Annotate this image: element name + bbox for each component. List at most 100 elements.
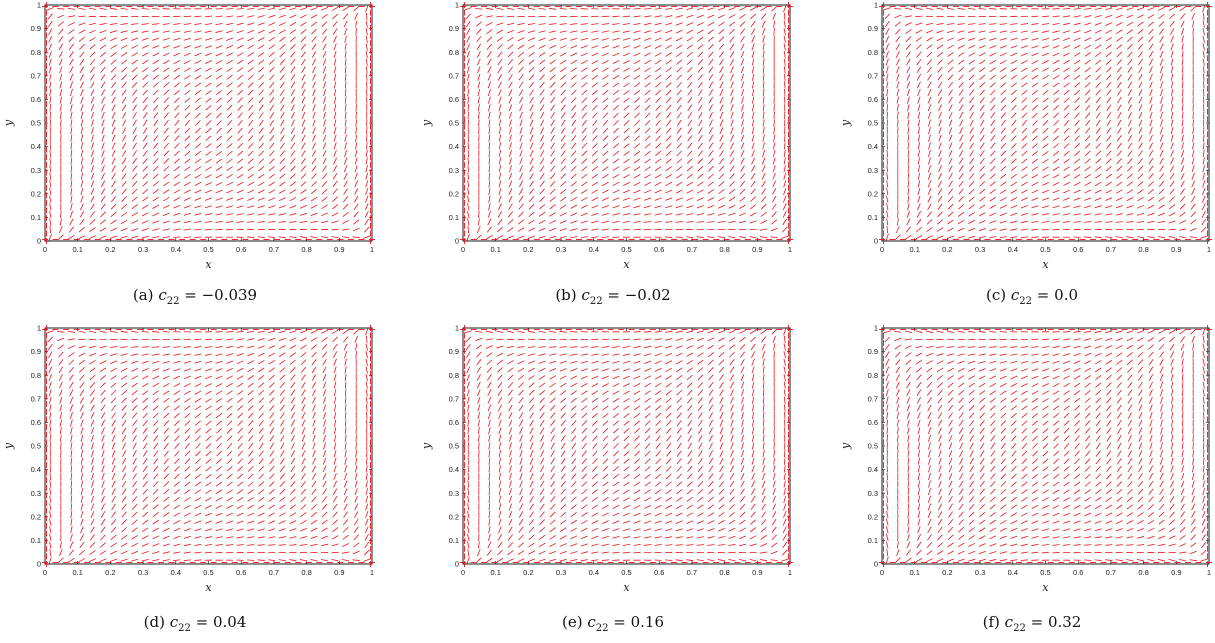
director-segment — [633, 229, 640, 230]
y-tick-label: 0 — [455, 560, 459, 569]
director-segment — [774, 112, 775, 119]
y-tick-label: 0.4 — [449, 142, 459, 151]
y-tick-label: 0.5 — [31, 442, 41, 451]
y-tick-label: 0.2 — [449, 512, 459, 521]
x-tick-label: 0.2 — [523, 245, 533, 254]
director-segment — [468, 226, 469, 233]
y-tick-label: 0.4 — [449, 465, 459, 474]
caption-value: −0.02 — [625, 286, 671, 304]
director-segment — [479, 450, 480, 457]
x-tick-label: 0.1 — [909, 245, 919, 254]
y-axis-label: y — [420, 119, 433, 127]
director-segment — [1193, 28, 1194, 35]
director-segment — [194, 339, 201, 340]
x-tick-label: 0.6 — [236, 568, 246, 577]
director-segment — [356, 435, 357, 442]
x-tick-label: 0.2 — [105, 245, 115, 254]
y-tick-label: 0.9 — [31, 24, 41, 33]
caption-equals: = — [196, 613, 209, 631]
director-segment — [61, 127, 62, 134]
y-tick-label: 0.2 — [868, 189, 878, 198]
x-axis-label: x — [1042, 258, 1049, 271]
y-tick-label: 0.6 — [449, 95, 459, 104]
caption-value: −0.039 — [202, 286, 258, 304]
y-tick-label: 0.4 — [31, 142, 41, 151]
director-segment — [356, 112, 357, 119]
x-axis-label: x — [205, 581, 212, 594]
director-segment — [163, 332, 170, 333]
x-tick-label: 0.3 — [975, 245, 985, 254]
director-segment — [194, 16, 201, 17]
caption-symbol: c — [581, 286, 589, 304]
caption-equals: = — [184, 286, 197, 304]
director-segment — [479, 127, 480, 134]
caption-value: 0.04 — [213, 613, 246, 631]
y-tick-label: 0.1 — [449, 536, 459, 545]
caption-symbol: c — [158, 286, 166, 304]
x-tick-label: 0 — [880, 245, 884, 254]
y-tick-label: 0.7 — [449, 394, 459, 403]
x-tick-label: 0 — [43, 568, 47, 577]
caption-label: (d) — [144, 613, 165, 631]
x-tick-label: 0.7 — [269, 568, 279, 577]
director-segment — [247, 560, 254, 561]
x-tick-label: 0.5 — [621, 568, 631, 577]
y-tick-label: 0.5 — [449, 442, 459, 451]
director-segment — [915, 16, 922, 17]
director-segment — [215, 229, 222, 230]
x-tick-label: 0.6 — [654, 568, 664, 577]
x-tick-label: 0 — [461, 568, 465, 577]
y-tick-label: 0.8 — [449, 371, 459, 380]
y-tick-label: 0.8 — [31, 48, 41, 57]
caption-symbol: c — [170, 613, 178, 631]
director-segment — [665, 237, 672, 238]
x-tick-label: 0.9 — [752, 568, 762, 577]
x-tick-label: 0.9 — [1171, 245, 1181, 254]
y-tick-label: 0.3 — [31, 489, 41, 498]
director-segment — [50, 473, 51, 480]
x-tick-label: 0.2 — [523, 568, 533, 577]
y-tick-label: 0.8 — [868, 48, 878, 57]
x-tick-label: 1 — [370, 245, 374, 254]
y-tick-label: 0.7 — [449, 71, 459, 80]
y-tick-label: 0.5 — [449, 119, 459, 128]
subplot-caption: (b) c22 = −0.02 — [418, 286, 808, 307]
x-tick-label: 0.1 — [72, 245, 82, 254]
x-tick-label: 0.5 — [621, 245, 631, 254]
director-segment — [887, 150, 888, 157]
x-axis-label: x — [205, 258, 212, 271]
director-segment — [1031, 16, 1038, 17]
x-tick-label: 0.8 — [1138, 245, 1148, 254]
x-tick-label: 0.3 — [556, 568, 566, 577]
director-segment — [366, 412, 367, 419]
y-tick-label: 0.3 — [31, 166, 41, 175]
x-tick-label: 0.6 — [1073, 245, 1083, 254]
x-tick-label: 1 — [1207, 245, 1211, 254]
x-tick-label: 0.9 — [334, 568, 344, 577]
director-segment — [468, 150, 469, 157]
x-tick-label: 0.4 — [171, 245, 181, 254]
y-tick-label: 1 — [37, 324, 41, 333]
x-tick-label: 0.2 — [105, 568, 115, 577]
y-tick-label: 0.6 — [31, 95, 41, 104]
y-tick-label: 0.7 — [868, 71, 878, 80]
y-tick-label: 0.9 — [31, 347, 41, 356]
x-tick-label: 0.4 — [171, 568, 181, 577]
x-tick-label: 0.4 — [1008, 245, 1018, 254]
x-tick-label: 0.1 — [490, 245, 500, 254]
x-tick-label: 0.9 — [752, 245, 762, 254]
x-tick-label: 0.5 — [203, 568, 213, 577]
y-tick-label: 0.2 — [31, 189, 41, 198]
x-tick-label: 0.8 — [719, 245, 729, 254]
y-tick-label: 0.7 — [31, 394, 41, 403]
caption-label: (b) — [555, 286, 576, 304]
director-segment — [581, 9, 588, 10]
y-tick-label: 0.2 — [31, 512, 41, 521]
y-tick-label: 0.8 — [31, 371, 41, 380]
y-tick-label: 0.8 — [449, 48, 459, 57]
